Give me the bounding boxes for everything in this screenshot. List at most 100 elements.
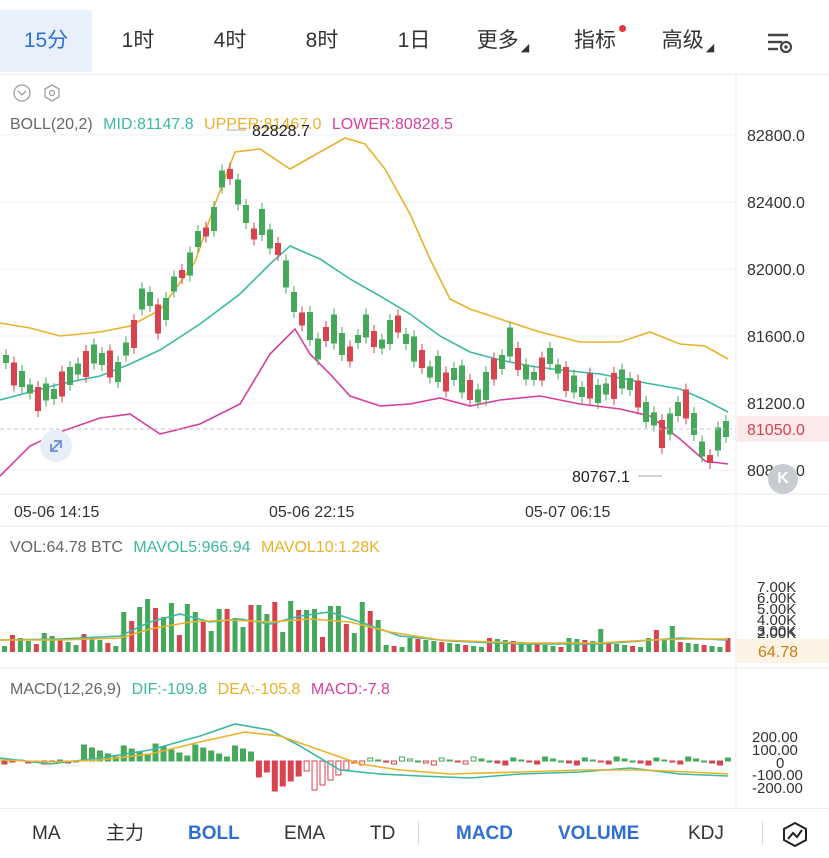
macd-bar — [383, 760, 390, 763]
volume-bar — [351, 633, 357, 652]
indicator-separator — [762, 821, 763, 845]
tab-advanced-label: 高级 — [661, 29, 704, 52]
fullscreen-button[interactable] — [40, 430, 72, 462]
indicator-volume[interactable]: VOLUME — [558, 823, 640, 844]
notification-dot-icon — [619, 25, 626, 32]
candle-body — [211, 207, 217, 231]
boll-label: BOLL(20,2) — [10, 116, 93, 133]
boll-mid-segment — [0, 245, 729, 413]
boll-upper: UPPER:81467.0 — [204, 116, 322, 133]
macd-bar — [518, 759, 525, 762]
macd-bar — [502, 760, 509, 766]
candle-body — [451, 368, 457, 380]
candlesticks — [3, 163, 729, 469]
macd-bar — [430, 760, 437, 766]
boll-upper-segment — [0, 137, 729, 360]
volume-bar — [502, 640, 508, 652]
indicator-td[interactable]: TD — [370, 823, 396, 844]
candle-body — [131, 320, 137, 348]
low-marker: 80767.1 — [572, 469, 662, 486]
indicator-kdj[interactable]: KDJ — [688, 823, 724, 844]
volume-bar — [232, 618, 238, 652]
candle-body — [427, 366, 433, 378]
indicator-boll[interactable]: BOLL — [188, 823, 240, 844]
candle-body — [571, 375, 577, 393]
tab-advanced[interactable]: 高级 ◢ — [652, 10, 724, 72]
volume-bar — [638, 647, 643, 652]
tab-8h[interactable]: 8时 — [305, 29, 339, 52]
macd-bar — [629, 760, 636, 763]
vol-current-value: 64.78 — [758, 644, 798, 661]
macd-bar — [621, 758, 628, 762]
volume-bar — [113, 646, 119, 652]
candle-body — [523, 364, 529, 380]
mavol5-line — [0, 611, 729, 645]
kline-chart[interactable]: BOLL(20,2) MID:81147.8 UPPER:81467.0 LOW… — [0, 74, 829, 808]
volume-bar — [153, 608, 159, 652]
macd-bar — [279, 760, 286, 787]
indicator-settings-icon[interactable] — [44, 84, 60, 102]
macd-bar — [263, 760, 270, 773]
indicator-ma[interactable]: MA — [32, 823, 61, 844]
volume-bar — [701, 645, 707, 652]
volume-bar — [566, 638, 572, 652]
volume-bar — [248, 605, 254, 652]
volume-bar — [137, 607, 143, 652]
macd-bar — [81, 744, 87, 762]
candle-body — [611, 373, 617, 399]
macd-bar — [184, 755, 191, 762]
volume-bar — [264, 614, 270, 652]
tab-more[interactable]: 更多 ◢ — [468, 10, 538, 72]
indicator-macd[interactable]: MACD — [456, 823, 513, 844]
volume-bar — [240, 627, 246, 652]
eye-toggle-icon[interactable] — [13, 84, 31, 102]
macd-bar — [128, 748, 135, 762]
candle-body — [283, 260, 289, 288]
k-mode-button[interactable]: K — [768, 464, 798, 494]
tab-1d[interactable]: 1日 — [397, 29, 431, 52]
indicator-separator — [418, 821, 419, 845]
tab-4h[interactable]: 4时 — [213, 29, 247, 52]
mavol5-segment — [0, 611, 729, 645]
candle-body — [603, 383, 609, 395]
volume-bar — [129, 621, 135, 652]
volume-bar — [661, 640, 667, 652]
depth-chart-icon[interactable] — [782, 821, 808, 847]
volume-bar — [598, 629, 604, 652]
tab-indicators[interactable]: 指标 — [574, 29, 616, 52]
candle-body — [379, 339, 385, 349]
macd-bar — [717, 760, 723, 766]
macd-bar — [240, 748, 246, 762]
tab-15min[interactable]: 15分 — [0, 10, 92, 72]
candle-body — [19, 371, 25, 387]
macd-bar — [303, 760, 310, 772]
candle-body — [659, 420, 665, 448]
mavol10-line — [0, 618, 728, 644]
candle-body — [531, 372, 537, 380]
volume-bar — [280, 632, 286, 652]
tab-1h[interactable]: 1时 — [121, 29, 155, 52]
macd-bar — [605, 760, 612, 765]
indicator-ema[interactable]: EMA — [284, 823, 326, 844]
high-marker-value: 82828.7 — [252, 123, 310, 140]
dropdown-triangle-icon: ◢ — [705, 42, 715, 54]
candle-body — [35, 387, 41, 411]
candle-body — [699, 441, 705, 457]
macd-bar — [685, 756, 692, 762]
volume-bar — [439, 642, 445, 652]
macd-bar — [645, 760, 652, 766]
boll-mid-line — [0, 245, 729, 413]
volume-bar — [630, 646, 636, 652]
macd-tick: -100.00 — [752, 767, 803, 784]
macd-bar — [613, 756, 620, 762]
volume-bar — [272, 602, 278, 652]
volume-bar — [33, 644, 39, 652]
boll-mid: MID:81147.8 — [103, 116, 194, 133]
indicator-main-force[interactable]: 主力 — [106, 823, 145, 844]
chart-settings-icon[interactable] — [762, 28, 796, 58]
macd-bar — [422, 760, 429, 764]
volume-bar — [57, 639, 63, 652]
indicator-bar: MA 主力 BOLL EMA TD MACD VOLUME KDJ — [0, 808, 829, 858]
macd-bar — [271, 760, 278, 792]
volume-bar — [431, 641, 437, 652]
